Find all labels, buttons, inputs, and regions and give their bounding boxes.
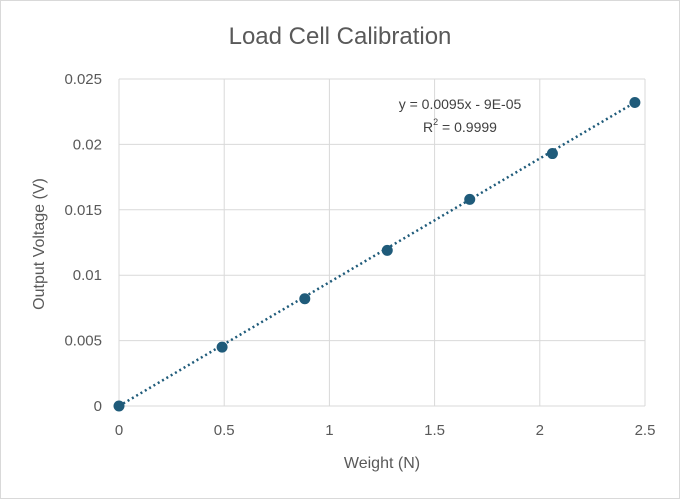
chart-title: Load Cell Calibration <box>229 23 452 50</box>
r-squared-prefix: R <box>423 119 433 135</box>
trendline <box>118 101 636 408</box>
data-point <box>464 193 476 205</box>
y-axis-title: Output Voltage (V) <box>31 178 48 310</box>
x-axis-title: Weight (N) <box>344 455 420 472</box>
trendline-path <box>118 101 636 408</box>
x-axis-ticks: 0 0.5 1 1.5 2 2.5 <box>115 422 656 439</box>
r-squared-superscript: 2 <box>433 117 438 127</box>
y-tick-label: 0 <box>94 398 102 415</box>
data-point <box>629 97 641 109</box>
r-squared-label: R2 = 0.9999 <box>423 117 497 135</box>
data-point <box>113 400 125 412</box>
y-axis-ticks: 0 0.005 0.01 0.015 0.02 0.025 <box>64 71 102 415</box>
r-squared-value: = 0.9999 <box>438 119 497 135</box>
y-tick-label: 0.005 <box>64 333 102 350</box>
x-tick-label: 1 <box>325 422 333 439</box>
x-tick-label: 0.5 <box>214 422 235 439</box>
data-point <box>546 148 558 160</box>
y-tick-label: 0.01 <box>73 267 102 284</box>
y-tick-label: 0.02 <box>73 136 102 153</box>
x-tick-label: 2 <box>536 422 544 439</box>
y-tick-label: 0.015 <box>64 202 102 219</box>
y-tick-label: 0.025 <box>64 71 102 88</box>
x-tick-label: 1.5 <box>424 422 445 439</box>
x-tick-label: 0 <box>115 422 123 439</box>
data-points <box>113 97 641 412</box>
data-point <box>381 244 393 256</box>
data-point <box>299 293 311 305</box>
x-tick-label: 2.5 <box>635 422 656 439</box>
gridlines <box>118 78 646 407</box>
data-point <box>216 341 228 353</box>
trendline-equation: y = 0.0095x - 9E-05 <box>399 96 522 112</box>
